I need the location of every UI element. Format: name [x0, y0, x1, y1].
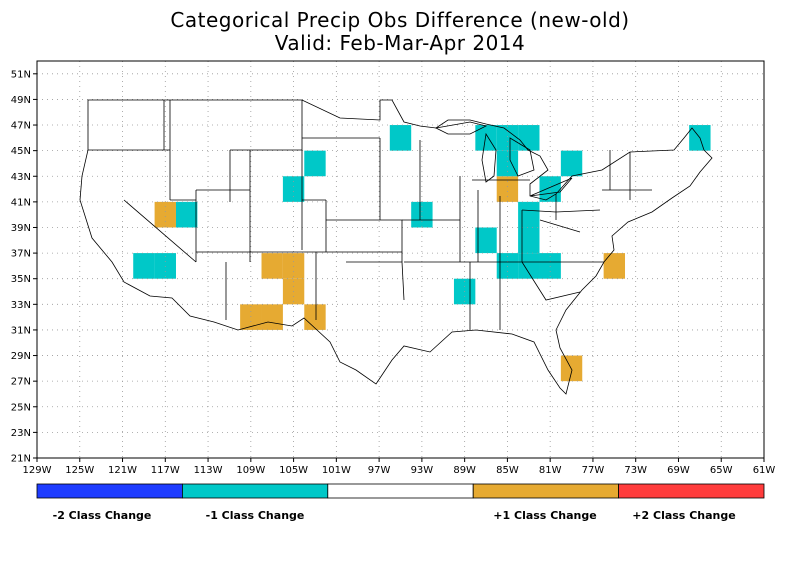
- diff-cell: [496, 125, 519, 151]
- diff-cell: [518, 253, 540, 279]
- lake-superior: [434, 121, 488, 135]
- colorbar-label: -2 Class Change: [53, 509, 152, 522]
- difference-cells: [133, 125, 711, 382]
- diff-cell: [282, 253, 305, 279]
- diff-cell: [282, 176, 305, 202]
- lon-tick-label: 105W: [279, 465, 308, 476]
- lon-tick-label: 85W: [496, 465, 519, 476]
- lat-tick-label: 43N: [11, 172, 31, 183]
- diff-cell: [475, 125, 497, 151]
- lat-tick-label: 21N: [11, 454, 31, 465]
- lake-huron: [509, 137, 535, 177]
- diff-cell: [518, 125, 540, 151]
- diff-cell: [389, 125, 412, 151]
- colorbar-label: -1 Class Change: [206, 509, 305, 522]
- lon-tick-label: 73W: [624, 465, 647, 476]
- lat-tick-label: 39N: [11, 223, 31, 234]
- diff-cell: [304, 150, 326, 177]
- chart-title: Categorical Precip Obs Difference (new-o…: [170, 8, 630, 32]
- plot-border: [36, 60, 765, 459]
- us-outline: [79, 99, 713, 395]
- diff-cell: [496, 176, 519, 202]
- lon-tick-label: 89W: [453, 465, 476, 476]
- diff-cell: [475, 227, 497, 254]
- lon-tick-label: 117W: [151, 465, 180, 476]
- colorbar-segment: [327, 483, 474, 499]
- lon-tick-label: 129W: [23, 465, 52, 476]
- colorbar: [36, 483, 765, 499]
- colorbar-segment: [36, 483, 183, 499]
- lat-tick-label: 29N: [11, 351, 31, 362]
- axis-tick-labels: 21N 23N 25N 27N 29N 31N 33N 35N 37N 39N 41N 43N 45N 4…: [11, 69, 776, 476]
- lon-tick-label: 77W: [582, 465, 605, 476]
- lon-tick-label: 93W: [411, 465, 434, 476]
- map-frame: [36, 60, 765, 459]
- diff-cell: [603, 253, 626, 279]
- diff-cell: [518, 227, 540, 254]
- diff-cell: [539, 253, 561, 279]
- diff-cell: [411, 201, 433, 228]
- lat-tick-label: 23N: [11, 428, 31, 439]
- diff-cell: [496, 150, 519, 177]
- diff-cell: [175, 201, 198, 228]
- colorbar-segment: [181, 483, 329, 499]
- colorbar-segment: [472, 483, 620, 499]
- lat-tick-label: 33N: [11, 300, 31, 311]
- lat-tick-label: 51N: [11, 69, 31, 80]
- lon-tick-label: 69W: [667, 465, 690, 476]
- us-state-boundaries: [79, 99, 713, 395]
- lat-tick-label: 41N: [11, 197, 31, 208]
- diff-cell: [539, 176, 561, 202]
- lat-tick-label: 31N: [11, 325, 31, 336]
- diff-cell: [240, 304, 262, 330]
- diff-cell: [261, 304, 283, 330]
- lat-tick-label: 47N: [11, 121, 31, 132]
- diff-cell: [133, 253, 155, 279]
- chart-subtitle: Valid: Feb-Mar-Apr 2014: [274, 31, 526, 55]
- diff-cell: [304, 304, 326, 330]
- lat-tick-label: 25N: [11, 402, 31, 413]
- lat-tick-label: 45N: [11, 146, 31, 157]
- lon-tick-label: 65W: [710, 465, 733, 476]
- lake-erie: [529, 177, 573, 197]
- lon-tick-label: 121W: [108, 465, 137, 476]
- lat-tick-label: 49N: [11, 95, 31, 106]
- colorbar-labels: -2 Class Change -1 Class Change +1 Class C…: [53, 509, 736, 522]
- lon-tick-label: 113W: [194, 465, 223, 476]
- diff-cell: [496, 253, 519, 279]
- lon-tick-label: 81W: [539, 465, 562, 476]
- lake-michigan: [481, 132, 497, 183]
- lon-tick-label: 61W: [753, 465, 776, 476]
- lat-tick-label: 37N: [11, 249, 31, 260]
- lon-tick-label: 97W: [368, 465, 391, 476]
- lat-tick-label: 35N: [11, 274, 31, 285]
- colorbar-label: +1 Class Change: [493, 509, 596, 522]
- diff-cell: [560, 355, 583, 382]
- diff-cell: [560, 150, 583, 177]
- lat-tick-label: 27N: [11, 377, 31, 388]
- colorbar-label: +2 Class Change: [632, 509, 735, 522]
- diff-cell: [154, 201, 176, 228]
- lon-tick-label: 125W: [65, 465, 94, 476]
- colorbar-segment: [618, 483, 765, 499]
- diff-cell: [261, 253, 283, 279]
- diff-cell: [518, 201, 540, 228]
- diff-cell: [154, 253, 176, 279]
- lon-tick-label: 109W: [236, 465, 265, 476]
- lon-tick-label: 101W: [322, 465, 351, 476]
